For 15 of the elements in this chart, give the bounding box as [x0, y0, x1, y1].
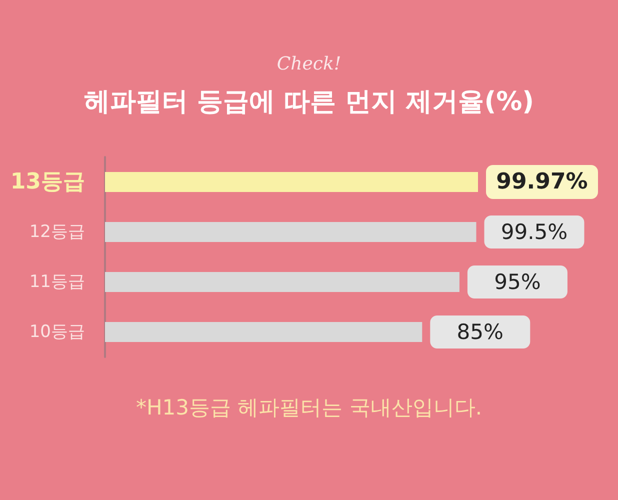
y-tick-label: 13등급 [10, 170, 85, 194]
y-tick-label: 11등급 [29, 272, 85, 292]
bar [105, 272, 460, 292]
text: *H13등급 헤파필터는 국내산입니다. [136, 396, 482, 420]
bar [105, 222, 476, 242]
data-label: 95% [494, 270, 541, 294]
y-tick-label: 12등급 [29, 222, 85, 242]
y-tick-label: 10등급 [29, 322, 85, 342]
chart-subtitle: Check! [276, 54, 342, 74]
data-label: 99.97% [496, 170, 588, 194]
chart-title: 헤파필터 등급에 따른 먼지 제거율(%) [84, 87, 534, 117]
bar [105, 172, 478, 192]
data-label: 99.5% [500, 220, 568, 244]
data-label: 85% [456, 320, 504, 344]
bar [105, 322, 422, 342]
